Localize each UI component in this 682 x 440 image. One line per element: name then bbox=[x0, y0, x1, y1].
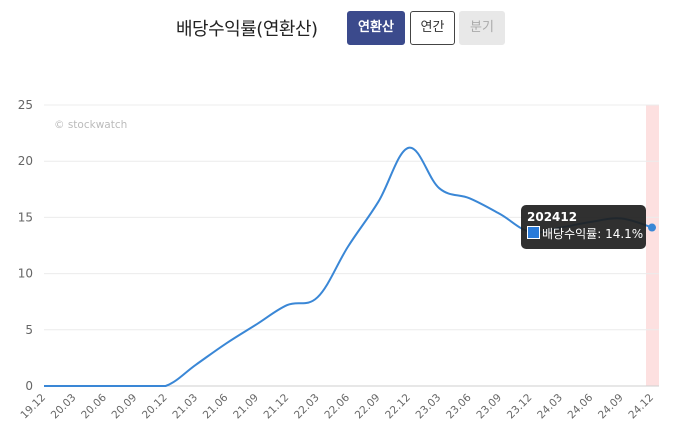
x-tick-label: 22.12 bbox=[383, 392, 413, 422]
x-tick-label: 23.06 bbox=[444, 391, 474, 421]
x-tick-label: 24.06 bbox=[566, 391, 596, 421]
x-tick-label: 23.09 bbox=[474, 392, 504, 422]
x-tick-label: 22.06 bbox=[322, 391, 352, 421]
chart-title: 배당수익률(연환산) bbox=[176, 19, 318, 40]
tooltip-title: 202412 bbox=[527, 210, 578, 224]
highlighted-data-point[interactable] bbox=[648, 223, 656, 232]
x-tick-label: 22.03 bbox=[292, 392, 322, 422]
x-tick-label: 21.06 bbox=[201, 391, 231, 421]
y-axis-ticks: 0 5 10 15 20 25 bbox=[18, 98, 33, 393]
y-tick-label: 20 bbox=[18, 154, 33, 168]
x-tick-label: 23.03 bbox=[414, 392, 444, 422]
tooltip: 202412 배당수익률: 14.1% bbox=[521, 205, 646, 249]
tooltip-swatch bbox=[527, 226, 540, 239]
x-tick-label: 20.03 bbox=[49, 392, 79, 422]
x-tick-label: 21.09 bbox=[231, 392, 261, 422]
quarterly-button: 분기 bbox=[459, 11, 505, 45]
x-axis-ticks: 19.12 20.03 20.06 20.09 20.12 21.03 21.06 21.09… bbox=[18, 391, 656, 421]
x-tick-label: 24.03 bbox=[535, 392, 565, 422]
series-line-dividend-yield bbox=[44, 146, 653, 387]
x-tick-label: 22.09 bbox=[353, 392, 383, 422]
watermark: © stockwatch bbox=[54, 119, 127, 131]
yearly-button[interactable]: 연간 bbox=[410, 11, 455, 45]
y-tick-label: 25 bbox=[18, 98, 33, 112]
y-tick-label: 10 bbox=[18, 267, 33, 281]
x-tick-label: 24.09 bbox=[596, 392, 626, 422]
tooltip-series-label: 배당수익률 bbox=[542, 227, 598, 241]
x-tick-label: 20.09 bbox=[110, 392, 140, 422]
y-tick-label: 15 bbox=[18, 210, 33, 224]
annualized-button[interactable]: 연환산 bbox=[347, 11, 405, 45]
tooltip-value: 14.1% bbox=[605, 227, 644, 241]
data-points[interactable] bbox=[648, 223, 656, 232]
y-tick-label: 5 bbox=[25, 323, 33, 337]
x-tick-label: 24.12 bbox=[626, 392, 656, 422]
x-tick-label: 21.03 bbox=[170, 392, 200, 422]
x-tick-label: 19.12 bbox=[18, 392, 48, 422]
highlight-band bbox=[646, 105, 659, 386]
y-tick-label: 0 bbox=[25, 379, 33, 393]
x-tick-label: 20.12 bbox=[140, 392, 170, 422]
x-tick-label: 21.12 bbox=[262, 392, 292, 422]
tooltip-row: 배당수익률: 14.1% bbox=[527, 225, 644, 243]
x-tick-label: 20.06 bbox=[79, 391, 109, 421]
x-tick-label: 23.12 bbox=[505, 392, 535, 422]
chart-header: 배당수익률(연환산) 연환산 연간 분기 bbox=[0, 11, 682, 45]
